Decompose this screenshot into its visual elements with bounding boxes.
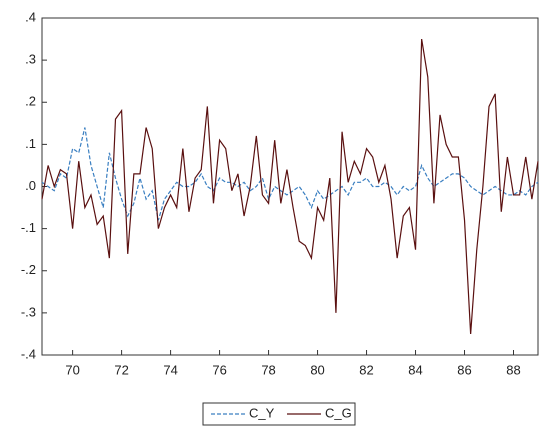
- x-tick-label: 74: [163, 362, 177, 377]
- y-tick-label: .2: [25, 94, 36, 109]
- legend-box: [202, 402, 356, 426]
- y-tick-label: .3: [25, 52, 36, 67]
- legend-label: C_G: [325, 405, 352, 420]
- y-tick-label: .4: [25, 9, 36, 24]
- x-tick-label: 80: [310, 362, 324, 377]
- y-tick-label: -.2: [21, 262, 36, 277]
- x-tick-label: 84: [408, 362, 422, 377]
- x-tick-label: 86: [457, 362, 471, 377]
- x-tick-label: 88: [506, 362, 520, 377]
- y-tick-label: .0: [25, 178, 36, 193]
- series-line: [41, 38, 539, 334]
- x-tick-label: 72: [114, 362, 128, 377]
- y-tick-label: -.1: [21, 220, 36, 235]
- y-tick-label: -.4: [21, 346, 36, 361]
- x-tick-label: 82: [359, 362, 373, 377]
- y-tick-label: .1: [25, 136, 36, 151]
- legend-label: C_Y: [249, 405, 275, 420]
- x-tick-label: 70: [65, 362, 79, 377]
- x-tick-label: 76: [212, 362, 226, 377]
- series-line: [41, 127, 539, 221]
- y-tick-label: -.3: [21, 304, 36, 319]
- x-tick-label: 78: [261, 362, 275, 377]
